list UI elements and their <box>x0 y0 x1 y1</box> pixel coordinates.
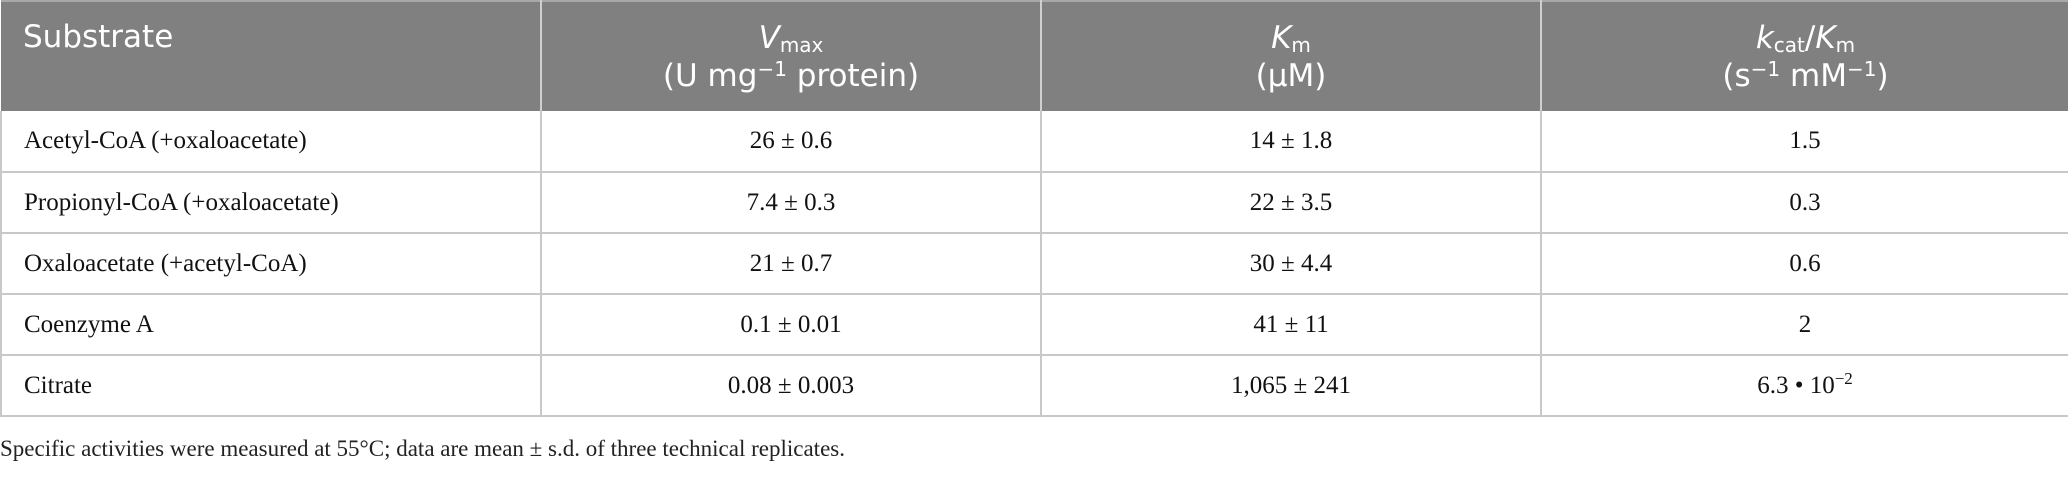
cell-km: 14 ± 1.8 <box>1041 111 1542 173</box>
table-row: Citrate 0.08 ± 0.003 1,065 ± 241 6.3 • 1… <box>0 355 2068 417</box>
cell-vmax: 21 ± 0.7 <box>541 233 1042 295</box>
cell-vmax: 0.1 ± 0.01 <box>541 294 1042 356</box>
cell-km: 41 ± 11 <box>1041 294 1542 356</box>
header-row: Substrate Vmax (U mg−1 protein) Km (μM) … <box>1 0 2068 111</box>
cell-km: 1,065 ± 241 <box>1041 355 1542 417</box>
cell-kcat-km: 1.5 <box>1541 111 2068 173</box>
table-row: Coenzyme A 0.1 ± 0.01 41 ± 11 2 <box>0 294 2068 356</box>
cell-km: 22 ± 3.5 <box>1041 172 1542 234</box>
table-row: Propionyl-CoA (+oxaloacetate) 7.4 ± 0.3 … <box>0 172 2068 234</box>
cell-kcat-km: 0.6 <box>1541 233 2068 295</box>
kinetics-table: Substrate Vmax (U mg−1 protein) Km (μM) … <box>0 0 2068 417</box>
header-kcat-km: kcat/Km (s−1 mM−1) <box>1541 0 2068 111</box>
cell-vmax: 26 ± 0.6 <box>541 111 1042 173</box>
cell-kcat-km: 0.3 <box>1541 172 2068 234</box>
cell-substrate: Propionyl-CoA (+oxaloacetate) <box>0 172 542 234</box>
cell-km: 30 ± 4.4 <box>1041 233 1542 295</box>
cell-vmax: 0.08 ± 0.003 <box>541 355 1042 417</box>
cell-substrate: Oxaloacetate (+acetyl-CoA) <box>0 233 542 295</box>
cell-kcat-km: 2 <box>1541 294 2068 356</box>
header-substrate: Substrate <box>1 0 542 111</box>
cell-vmax: 7.4 ± 0.3 <box>541 172 1042 234</box>
cell-substrate: Coenzyme A <box>0 294 542 356</box>
kinetics-table-container: Substrate Vmax (U mg−1 protein) Km (μM) … <box>0 0 2068 417</box>
header-vmax: Vmax (U mg−1 protein) <box>541 0 1042 111</box>
header-km: Km (μM) <box>1041 0 1542 111</box>
cell-substrate: Citrate <box>0 355 542 417</box>
table-row: Oxaloacetate (+acetyl-CoA) 21 ± 0.7 30 ±… <box>0 233 2068 295</box>
cell-substrate: Acetyl-CoA (+oxaloacetate) <box>0 111 542 173</box>
cell-kcat-km: 6.3 • 10−2 <box>1541 355 2068 417</box>
table-footnote: Specific activities were measured at 55°… <box>0 436 845 461</box>
table-row: Acetyl-CoA (+oxaloacetate) 26 ± 0.6 14 ±… <box>0 111 2068 173</box>
